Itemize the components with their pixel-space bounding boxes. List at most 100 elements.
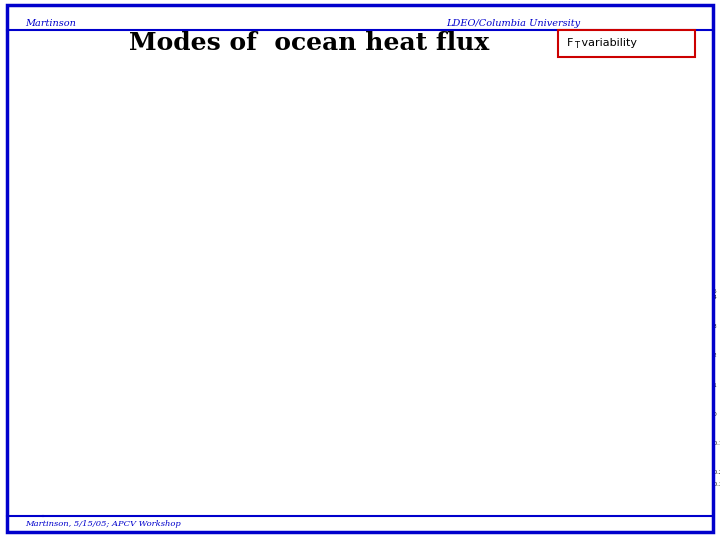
PathPatch shape: [160, 484, 172, 494]
Title: EOF 1 24.4%: EOF 1 24.4%: [73, 266, 138, 275]
Point: [53, 287, 64, 295]
Point: [451, 425, 463, 434]
PathPatch shape: [513, 281, 526, 291]
Point: [249, 474, 261, 483]
Point: [305, 326, 316, 335]
Point: [417, 464, 428, 473]
Point: [604, 326, 616, 335]
Title: EOF 2 18.5%: EOF 2 18.5%: [249, 266, 315, 275]
Point: [609, 277, 621, 286]
Point: [649, 405, 660, 414]
Text: Martinson, 5/15/05; APCV Workshop: Martinson, 5/15/05; APCV Workshop: [25, 520, 181, 528]
Point: [61, 415, 73, 423]
Point: [323, 296, 334, 305]
Point: [276, 425, 287, 434]
Title: EOF 3 13.8%: EOF 3 13.8%: [426, 266, 492, 275]
Point: [95, 454, 107, 463]
Point: [85, 435, 96, 443]
Point: [299, 405, 310, 414]
Point: [297, 346, 308, 355]
Point: [661, 356, 672, 364]
Point: [594, 375, 606, 384]
Title: PC 4: PC 4: [627, 58, 652, 67]
PathPatch shape: [690, 281, 702, 291]
Point: [674, 435, 685, 443]
X-axis label: Year: Year: [277, 278, 294, 286]
Y-axis label: Grid Line (km): Grid Line (km): [22, 356, 30, 418]
Point: [236, 336, 248, 345]
Point: [423, 386, 434, 394]
Point: [417, 287, 428, 295]
Point: [318, 415, 330, 423]
Point: [677, 454, 688, 463]
Point: [282, 464, 294, 473]
Text: variability: variability: [578, 38, 637, 48]
Point: [146, 326, 158, 335]
Point: [471, 415, 482, 423]
Point: [584, 316, 595, 325]
Point: [246, 375, 258, 384]
Point: [604, 307, 616, 315]
Point: [106, 425, 117, 434]
Point: [426, 474, 438, 483]
Point: [234, 307, 246, 315]
Title: PC 2: PC 2: [274, 58, 298, 67]
Point: [254, 454, 266, 463]
Point: [93, 366, 104, 374]
Point: [72, 307, 84, 315]
Point: [281, 316, 292, 325]
PathPatch shape: [513, 484, 526, 494]
X-axis label: Grid Station (km): Grid Station (km): [71, 518, 139, 526]
Point: [318, 484, 329, 492]
Point: [71, 277, 82, 286]
PathPatch shape: [690, 484, 702, 494]
Text: T: T: [574, 41, 579, 50]
PathPatch shape: [160, 281, 172, 291]
Point: [665, 366, 677, 374]
Point: [140, 336, 151, 345]
Point: [67, 316, 78, 325]
X-axis label: Year: Year: [101, 278, 117, 286]
Title: EOF 4 11.9%: EOF 4 11.9%: [603, 266, 668, 275]
Title: PC 1: PC 1: [96, 58, 122, 67]
Point: [410, 326, 422, 335]
Point: [266, 287, 278, 295]
Text: Martinson: Martinson: [25, 19, 76, 28]
PathPatch shape: [337, 484, 348, 494]
Point: [639, 287, 650, 295]
Point: [481, 336, 492, 345]
Point: [465, 316, 477, 325]
Point: [319, 356, 330, 364]
Point: [469, 375, 480, 384]
Point: [659, 444, 670, 453]
Point: [650, 474, 662, 483]
Point: [480, 395, 492, 404]
Point: [449, 405, 461, 414]
Title: PC 3: PC 3: [451, 58, 475, 67]
Point: [472, 444, 483, 453]
Point: [232, 277, 243, 286]
Point: [96, 375, 108, 384]
Point: [107, 444, 119, 453]
Point: [258, 386, 270, 394]
Text: Modes of  ocean heat flux: Modes of ocean heat flux: [130, 31, 490, 55]
Point: [501, 454, 513, 463]
Point: [608, 464, 620, 473]
Text: F: F: [567, 38, 573, 48]
Point: [288, 366, 300, 374]
Point: [621, 395, 633, 404]
PathPatch shape: [337, 281, 348, 291]
Point: [230, 444, 241, 453]
Point: [63, 296, 75, 305]
Point: [58, 356, 69, 364]
Point: [501, 356, 513, 364]
Point: [427, 296, 438, 305]
Point: [141, 346, 153, 355]
Point: [54, 405, 66, 414]
Point: [449, 366, 461, 374]
Point: [276, 395, 288, 404]
Point: [613, 415, 625, 423]
Point: [451, 484, 463, 492]
Point: [491, 277, 503, 286]
Point: [594, 336, 606, 345]
